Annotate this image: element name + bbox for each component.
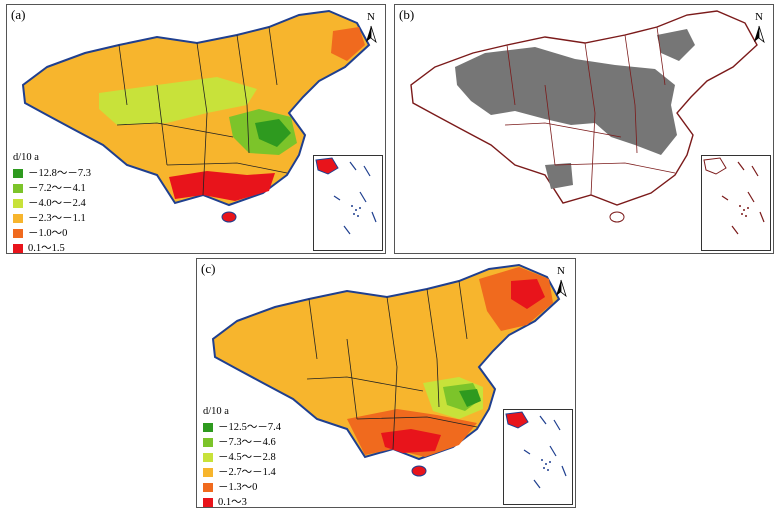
legend-title-c: d/10 a xyxy=(203,406,229,417)
region-red-south-c xyxy=(381,429,441,453)
hainan-b xyxy=(609,211,625,223)
south-china-sea-inset-a xyxy=(313,155,383,251)
legend-c: d/10 a －12.5～－7.4 －7.3～－4.6 －4.5～－2.8 －2… xyxy=(203,404,281,510)
legend-item-a: －12.8～－7.3 xyxy=(13,166,91,181)
north-arrow-b: N xyxy=(751,11,771,47)
legend-swatch-c xyxy=(203,468,213,477)
north-letter-c: N xyxy=(557,265,565,277)
map-panel-a: (a) N d/10 a －12.8～－7.3 －7.2～－4.1 －4.0～－… xyxy=(6,4,386,254)
legend-label-a: 0.1～1.5 xyxy=(28,243,65,254)
map-panel-c: (c) N d/10 a －12.5～－7.4 －7.3～－4.6 －4.5～－… xyxy=(196,258,576,508)
legend-swatch-c xyxy=(203,453,213,462)
legend-item-a: －4.0～－2.4 xyxy=(13,196,91,211)
legend-label-c: 0.1～3 xyxy=(218,497,247,508)
south-china-sea-inset-b xyxy=(701,155,771,251)
legend-label-c: －1.3～0 xyxy=(218,482,258,493)
south-china-sea-inset-c xyxy=(503,409,573,505)
north-arrow-icon xyxy=(754,25,765,44)
legend-a: d/10 a －12.8～－7.3 －7.2～－4.1 －4.0～－2.4 －2… xyxy=(13,150,91,256)
significant-patch-northeast-b xyxy=(657,29,695,61)
region-yellowgreen-a xyxy=(99,77,257,125)
significance-map-b xyxy=(410,10,758,223)
north-arrow-icon xyxy=(556,279,567,298)
legend-label-a: －12.8～－7.3 xyxy=(28,168,91,179)
legend-swatch-c xyxy=(203,423,213,432)
inset-map-a xyxy=(315,157,377,235)
legend-item-c: －7.3～－4.6 xyxy=(203,435,281,450)
legend-item-c: －4.5～－2.8 xyxy=(203,450,281,465)
panel-label-a: (a) xyxy=(11,7,26,22)
north-letter-b: N xyxy=(755,11,763,23)
region-darkgreen-c xyxy=(459,389,481,407)
legend-swatch-a xyxy=(13,169,23,178)
legend-label-a: －4.0～－2.4 xyxy=(28,198,86,209)
trend-map-c xyxy=(211,263,561,477)
legend-item-a: －2.3～－1.1 xyxy=(13,211,91,226)
legend-swatch-c xyxy=(203,498,213,507)
legend-swatch-a xyxy=(13,229,23,238)
province-borders-b xyxy=(504,26,676,196)
hainan-c xyxy=(411,465,427,477)
legend-item-c: －1.3～0 xyxy=(203,480,281,495)
legend-item-a: －1.0～0 xyxy=(13,226,91,241)
north-letter-a: N xyxy=(367,11,375,23)
map-panel-b: (b) N xyxy=(394,4,774,254)
region-orange-northeast-a xyxy=(331,27,365,61)
region-darkgreen-a xyxy=(255,119,291,147)
legend-swatch-a xyxy=(13,199,23,208)
legend-label-a: －2.3～－1.1 xyxy=(28,213,86,224)
legend-item-c: －2.7～－1.4 xyxy=(203,465,281,480)
significant-patch-southwest-b xyxy=(545,163,573,189)
region-red-northeast-c xyxy=(511,279,545,309)
legend-swatch-a xyxy=(13,244,23,253)
north-arrow-a: N xyxy=(363,11,383,47)
inset-map-c xyxy=(505,411,567,489)
province-borders-c xyxy=(306,280,478,450)
north-arrow-c: N xyxy=(553,265,573,301)
legend-item-a: 0.1～1.5 xyxy=(13,241,91,256)
legend-item-a: －7.2～－4.1 xyxy=(13,181,91,196)
legend-label-c: －4.5～－2.8 xyxy=(218,452,276,463)
legend-label-a: －1.0～0 xyxy=(28,228,68,239)
legend-swatch-a xyxy=(13,184,23,193)
trend-map-a xyxy=(21,9,371,223)
legend-label-c: －12.5～－7.4 xyxy=(218,422,281,433)
legend-swatch-c xyxy=(203,438,213,447)
panel-label-b: (b) xyxy=(399,7,415,22)
legend-swatch-c xyxy=(203,483,213,492)
region-red-south-a xyxy=(169,171,275,201)
hainan-a xyxy=(221,211,237,223)
panel-label-c: (c) xyxy=(201,261,216,276)
legend-swatch-a xyxy=(13,214,23,223)
province-borders-a xyxy=(116,26,288,196)
inset-map-b xyxy=(703,157,765,235)
legend-label-a: －7.2～－4.1 xyxy=(28,183,86,194)
legend-title-a: d/10 a xyxy=(13,152,39,163)
north-arrow-icon xyxy=(366,25,377,44)
legend-item-c: －12.5～－7.4 xyxy=(203,420,281,435)
legend-label-c: －7.3～－4.6 xyxy=(218,437,276,448)
legend-label-c: －2.7～－1.4 xyxy=(218,467,276,478)
legend-item-c: 0.1～3 xyxy=(203,495,281,510)
